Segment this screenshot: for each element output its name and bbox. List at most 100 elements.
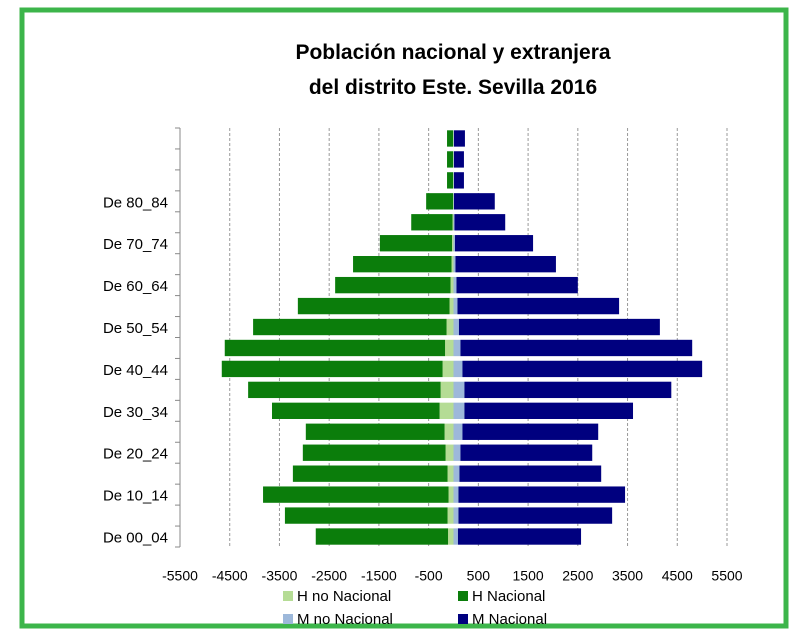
x-tick-label: -4500 [212, 568, 248, 584]
bar [453, 444, 461, 461]
bar [305, 423, 445, 440]
x-tick-label: 3500 [612, 568, 643, 584]
x-tick-label: -1500 [361, 568, 397, 584]
y-tick-label: De 50_54 [103, 320, 168, 337]
bar [453, 193, 495, 210]
bar [453, 402, 465, 419]
bar [284, 507, 448, 524]
bar [453, 151, 464, 168]
frame [19, 7, 789, 629]
bar [379, 235, 453, 252]
y-tick-label: De 20_24 [103, 446, 168, 463]
bar [453, 360, 463, 378]
bar [446, 318, 454, 336]
bar [457, 297, 620, 315]
bar [464, 402, 634, 419]
bar [464, 381, 672, 399]
bar [456, 276, 578, 294]
bar [440, 381, 454, 399]
bar [442, 360, 454, 378]
bar [454, 235, 534, 252]
bar [453, 423, 463, 440]
y-tick-label: De 10_14 [103, 488, 168, 505]
x-tick-label: -3500 [262, 568, 298, 584]
x-tick-label: 1500 [513, 568, 544, 584]
bar [447, 507, 454, 524]
bar [445, 339, 454, 357]
bar [445, 444, 454, 461]
bar [411, 214, 453, 231]
bar [454, 214, 506, 231]
bar [458, 507, 613, 524]
legend-swatch [283, 614, 293, 624]
x-tick-label: 2500 [562, 568, 593, 584]
bar [453, 214, 455, 231]
bar [447, 151, 454, 168]
bar [439, 402, 454, 419]
bar [444, 423, 454, 440]
bar [302, 444, 446, 461]
bar [457, 528, 582, 545]
chart-title: Población nacional y extranjera del distr… [295, 41, 610, 99]
y-tick-label: De 00_04 [103, 529, 168, 546]
bar [315, 528, 449, 545]
bar [452, 235, 454, 252]
bar [447, 172, 454, 189]
bar [453, 381, 465, 399]
x-tick-label: -5500 [162, 568, 198, 584]
bar [248, 381, 441, 399]
legend-swatch [283, 591, 293, 601]
y-tick-label: De 60_64 [103, 278, 168, 295]
bar [447, 465, 454, 482]
y-tick-label: De 40_44 [103, 362, 168, 379]
y-tick-label: De 30_34 [103, 404, 168, 421]
bar [459, 465, 602, 482]
x-tick-label: 500 [467, 568, 491, 584]
bar [335, 276, 451, 294]
bar [453, 486, 459, 503]
bar [447, 130, 454, 147]
bar [460, 444, 593, 461]
bar [462, 360, 703, 378]
bar [224, 339, 446, 357]
bar [453, 465, 460, 482]
bar [451, 256, 454, 273]
bar [458, 486, 626, 503]
legend-swatch [458, 591, 468, 601]
x-tick-label: -500 [415, 568, 443, 584]
legend-label: M no Nacional [297, 611, 393, 628]
bar [453, 130, 465, 147]
bar [453, 339, 461, 357]
bar [292, 465, 448, 482]
y-tick-label: De 70_74 [103, 236, 168, 253]
bar [453, 172, 464, 189]
bar [353, 256, 452, 273]
bar [452, 214, 454, 231]
legend-swatch [458, 614, 468, 624]
bar [448, 528, 454, 545]
bar [297, 297, 450, 315]
bar [253, 318, 447, 336]
legend-label: H Nacional [472, 588, 545, 605]
legend-label: M Nacional [472, 611, 547, 628]
x-tick-label: 4500 [662, 568, 693, 584]
bar [221, 360, 443, 378]
x-tick-label: -2500 [311, 568, 347, 584]
bar [426, 193, 454, 210]
y-tick-label: De 80_84 [103, 194, 168, 211]
bar [458, 318, 660, 336]
bar [453, 507, 459, 524]
x-tick-label: 5500 [711, 568, 742, 584]
bar [453, 235, 455, 252]
bar [453, 318, 459, 336]
legend-label: H no Nacional [297, 588, 391, 605]
bar [453, 276, 457, 294]
bar [460, 339, 693, 357]
bar [462, 423, 599, 440]
bar [449, 297, 454, 315]
bar [453, 256, 456, 273]
bar [450, 276, 454, 294]
bar [453, 297, 458, 315]
bar [453, 528, 458, 545]
